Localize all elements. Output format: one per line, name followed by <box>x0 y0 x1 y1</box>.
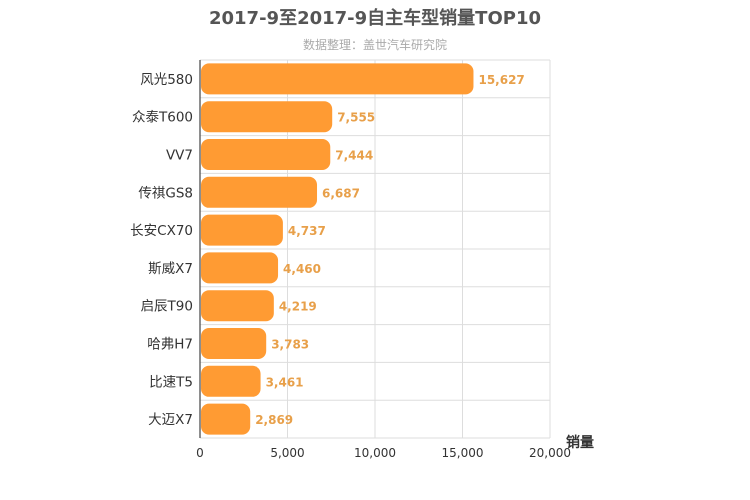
category-label: 斯威X7 <box>148 261 193 277</box>
data-label: 4,219 <box>279 300 317 314</box>
data-label: 15,627 <box>478 73 524 87</box>
data-label: 7,555 <box>337 111 375 125</box>
grid-lines <box>199 59 551 439</box>
data-label: 4,737 <box>288 224 326 238</box>
x-tick-labels: 0 5,000 10,000 15,000 20,000 <box>196 446 571 460</box>
bar <box>201 63 474 95</box>
bar <box>201 139 331 170</box>
data-label: 4,460 <box>283 262 321 276</box>
category-label: 大迈X7 <box>148 412 193 428</box>
bar <box>201 328 267 359</box>
category-label: 众泰T600 <box>132 110 193 126</box>
category-label: 风光580 <box>140 72 193 88</box>
data-label: 3,783 <box>271 338 309 352</box>
x-axis-title: 销量 <box>566 434 594 451</box>
category-label: 启辰T90 <box>141 299 193 315</box>
bar <box>201 252 279 284</box>
data-label: 3,461 <box>266 375 304 389</box>
bar <box>201 214 283 246</box>
x-tick-label: 5,000 <box>270 446 304 460</box>
bar <box>201 176 318 208</box>
data-labels: 15,627 7,555 7,444 6,687 4,737 4,460 4,219 3,78… <box>255 73 525 427</box>
bar <box>201 101 333 133</box>
category-label: 长安CX70 <box>130 223 193 239</box>
data-label: 7,444 <box>335 149 373 163</box>
chart-title: 2017-9至2017-9自主车型销量TOP10 <box>209 7 541 29</box>
x-tick-label: 20,000 <box>529 446 571 460</box>
category-label: VV7 <box>166 148 193 164</box>
bar <box>201 403 251 435</box>
category-label: 哈弗H7 <box>147 337 193 353</box>
data-label: 6,687 <box>322 186 360 200</box>
bars <box>201 63 474 435</box>
x-tick-label: 10,000 <box>354 446 396 460</box>
category-label: 比速T5 <box>149 374 193 390</box>
category-labels: 风光580 众泰T600 VV7 传祺GS8 长安CX70 斯威X7 启辰T90 哈弗H7 比速… <box>130 72 193 428</box>
bar <box>201 290 274 322</box>
chart-subtitle: 数据整理：盖世汽车研究院 <box>303 37 447 52</box>
bar <box>201 365 261 397</box>
category-label: 传祺GS8 <box>138 185 193 201</box>
x-tick-label: 0 <box>196 446 204 460</box>
x-tick-label: 15,000 <box>442 446 484 460</box>
data-label: 2,869 <box>255 413 293 427</box>
